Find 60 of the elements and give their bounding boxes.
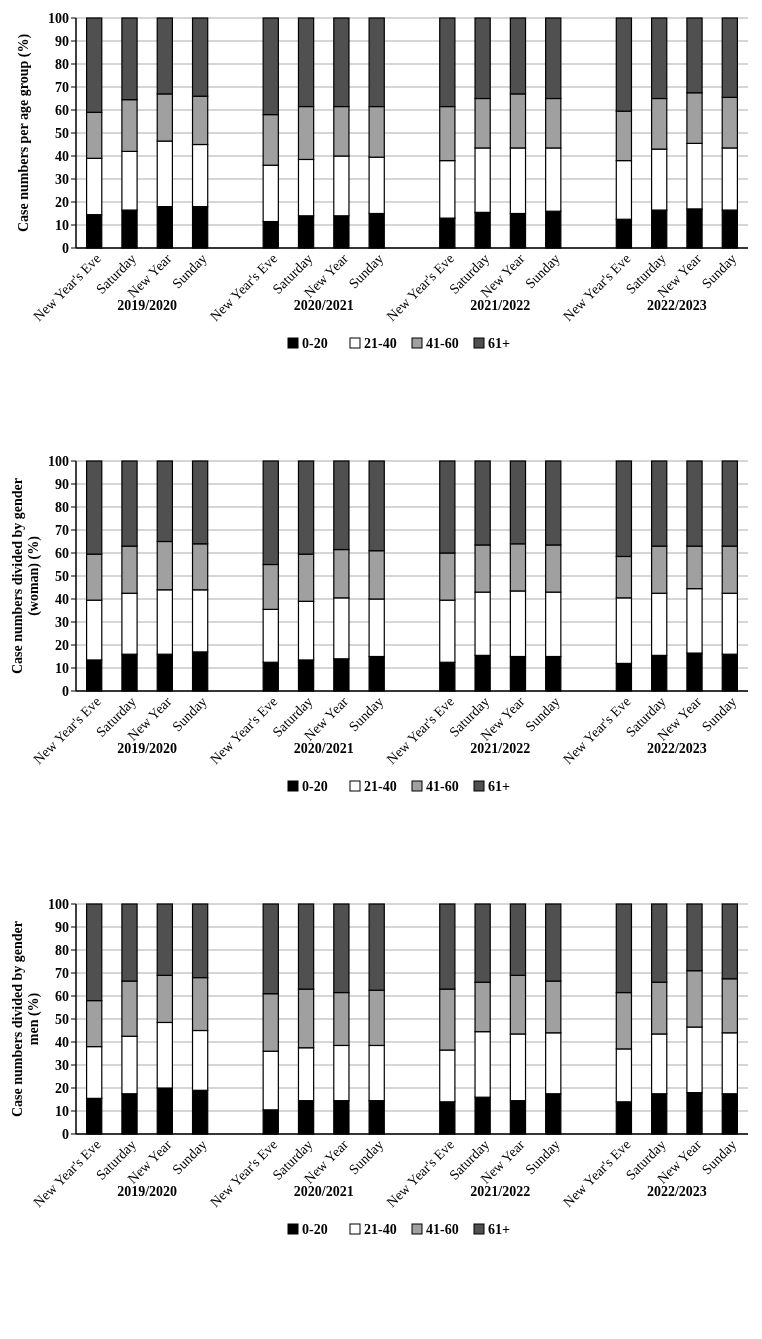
- legend-label: 61+: [488, 1221, 510, 1237]
- y-tick-label: 90: [55, 476, 69, 492]
- text: 2019/2020: [117, 298, 178, 313]
- y-tick-label: 0: [62, 240, 69, 256]
- y-tick-label: 0: [62, 683, 69, 699]
- legend-label: 41-60: [426, 335, 459, 351]
- y-tick-label: 40: [55, 148, 69, 164]
- y-tick-label: 70: [55, 79, 69, 95]
- legend-label: 0-20: [302, 1221, 328, 1237]
- y-axis-title: Case numbers divided by gender (woman) (%): [10, 477, 43, 675]
- text: 2021/2022: [470, 741, 531, 756]
- text: 2022/2023: [646, 1184, 707, 1199]
- y-tick-label: 100: [48, 10, 69, 26]
- y-axis-title: Case numbers per age group (%): [16, 33, 32, 233]
- y-tick-label: 30: [55, 1057, 69, 1073]
- y-tick-label: 30: [55, 614, 69, 630]
- y-tick-label: 10: [55, 1103, 69, 1119]
- y-tick-label: 60: [55, 545, 69, 561]
- y-tick-label: 30: [55, 171, 69, 187]
- y-tick-label: 80: [55, 942, 69, 958]
- text: 2019/2020: [117, 741, 178, 756]
- text: 2022/2023: [646, 298, 707, 313]
- legend-label: 21-40: [364, 1221, 397, 1237]
- y-tick-label: 10: [55, 217, 69, 233]
- legend-label: 41-60: [426, 1221, 459, 1237]
- legend-label: 61+: [488, 335, 510, 351]
- y-tick-label: 70: [55, 522, 69, 538]
- legend-label: 21-40: [364, 335, 397, 351]
- y-axis-title: Case numbers divided by gender men (%): [10, 920, 43, 1118]
- legend-label: 0-20: [302, 778, 328, 794]
- y-tick-label: 90: [55, 33, 69, 49]
- text: 2020/2021: [293, 298, 354, 313]
- y-tick-label: 50: [55, 568, 69, 584]
- text: 2021/2022: [470, 298, 531, 313]
- text: 2019/2020: [117, 1184, 178, 1199]
- y-tick-label: 80: [55, 499, 69, 515]
- y-tick-label: 40: [55, 591, 69, 607]
- text: 2020/2021: [293, 741, 354, 756]
- y-tick-label: 50: [55, 125, 69, 141]
- y-tick-label: 40: [55, 1034, 69, 1050]
- text: 2021/2022: [470, 1184, 531, 1199]
- y-tick-label: 20: [55, 194, 69, 210]
- y-tick-label: 10: [55, 660, 69, 676]
- y-tick-label: 60: [55, 988, 69, 1004]
- text: 2022/2023: [646, 741, 707, 756]
- y-tick-label: 20: [55, 1080, 69, 1096]
- y-tick-label: 70: [55, 965, 69, 981]
- legend-label: 0-20: [302, 335, 328, 351]
- y-tick-label: 100: [48, 896, 69, 912]
- y-tick-label: 100: [48, 453, 69, 469]
- y-tick-label: 0: [62, 1126, 69, 1142]
- legend-label: 41-60: [426, 778, 459, 794]
- y-tick-label: 90: [55, 919, 69, 935]
- text: 2020/2021: [293, 1184, 354, 1199]
- legend-label: 61+: [488, 778, 510, 794]
- y-tick-label: 60: [55, 102, 69, 118]
- legend-label: 21-40: [364, 778, 397, 794]
- y-tick-label: 50: [55, 1011, 69, 1027]
- y-tick-label: 20: [55, 637, 69, 653]
- y-tick-label: 80: [55, 56, 69, 72]
